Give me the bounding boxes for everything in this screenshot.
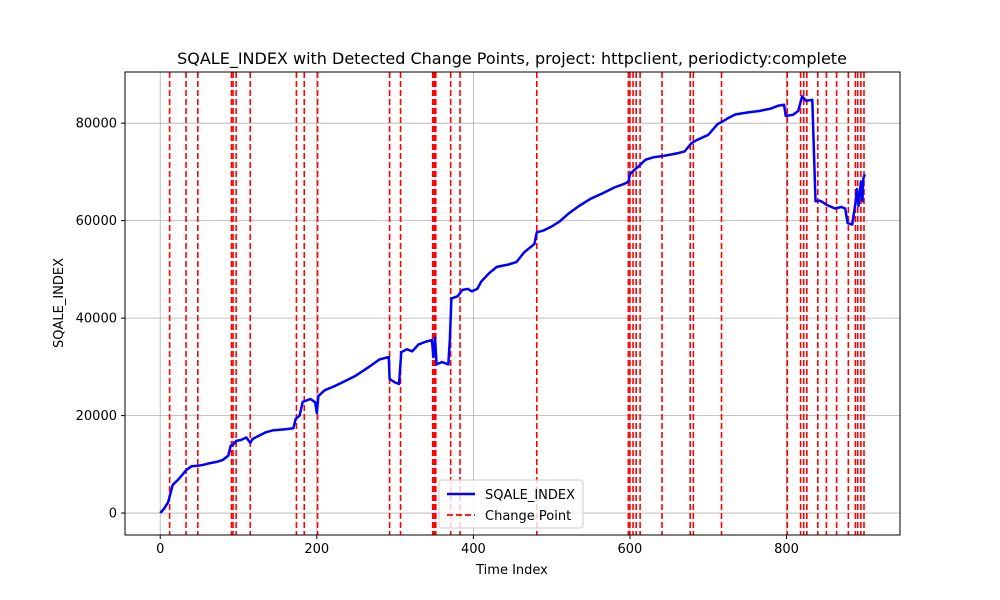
x-tick-label: 600 [618,542,643,557]
series-line-sqale-index [159,95,866,514]
legend-box [438,479,584,529]
y-tick-label: 20000 [76,409,117,424]
x-axis-label: Time Index [475,563,548,578]
chart-title: SQALE_INDEX with Detected Change Points,… [177,49,847,69]
y-tick-label: 80000 [76,117,117,132]
legend: SQALE_INDEX Change Point [438,479,584,529]
y-axis-label: SQALE_INDEX [52,258,67,348]
plot-frame [124,71,901,536]
series-layer [159,95,866,514]
legend-label-sqale-index: SQALE_INDEX [485,488,575,503]
x-tick-label: 400 [461,542,486,557]
x-tick-label: 0 [156,542,164,557]
y-tick-label: 60000 [76,214,117,229]
x-tick-label: 200 [304,542,329,557]
x-tick-label: 800 [774,542,799,557]
tick-layer: 0 200 400 600 800 0 20000 40000 60000 80000 [76,117,799,557]
y-tick-label: 0 [109,507,117,522]
change-point-layer [168,72,865,535]
y-tick-label: 40000 [76,312,117,327]
legend-label-change-point: Change Point [485,509,571,524]
